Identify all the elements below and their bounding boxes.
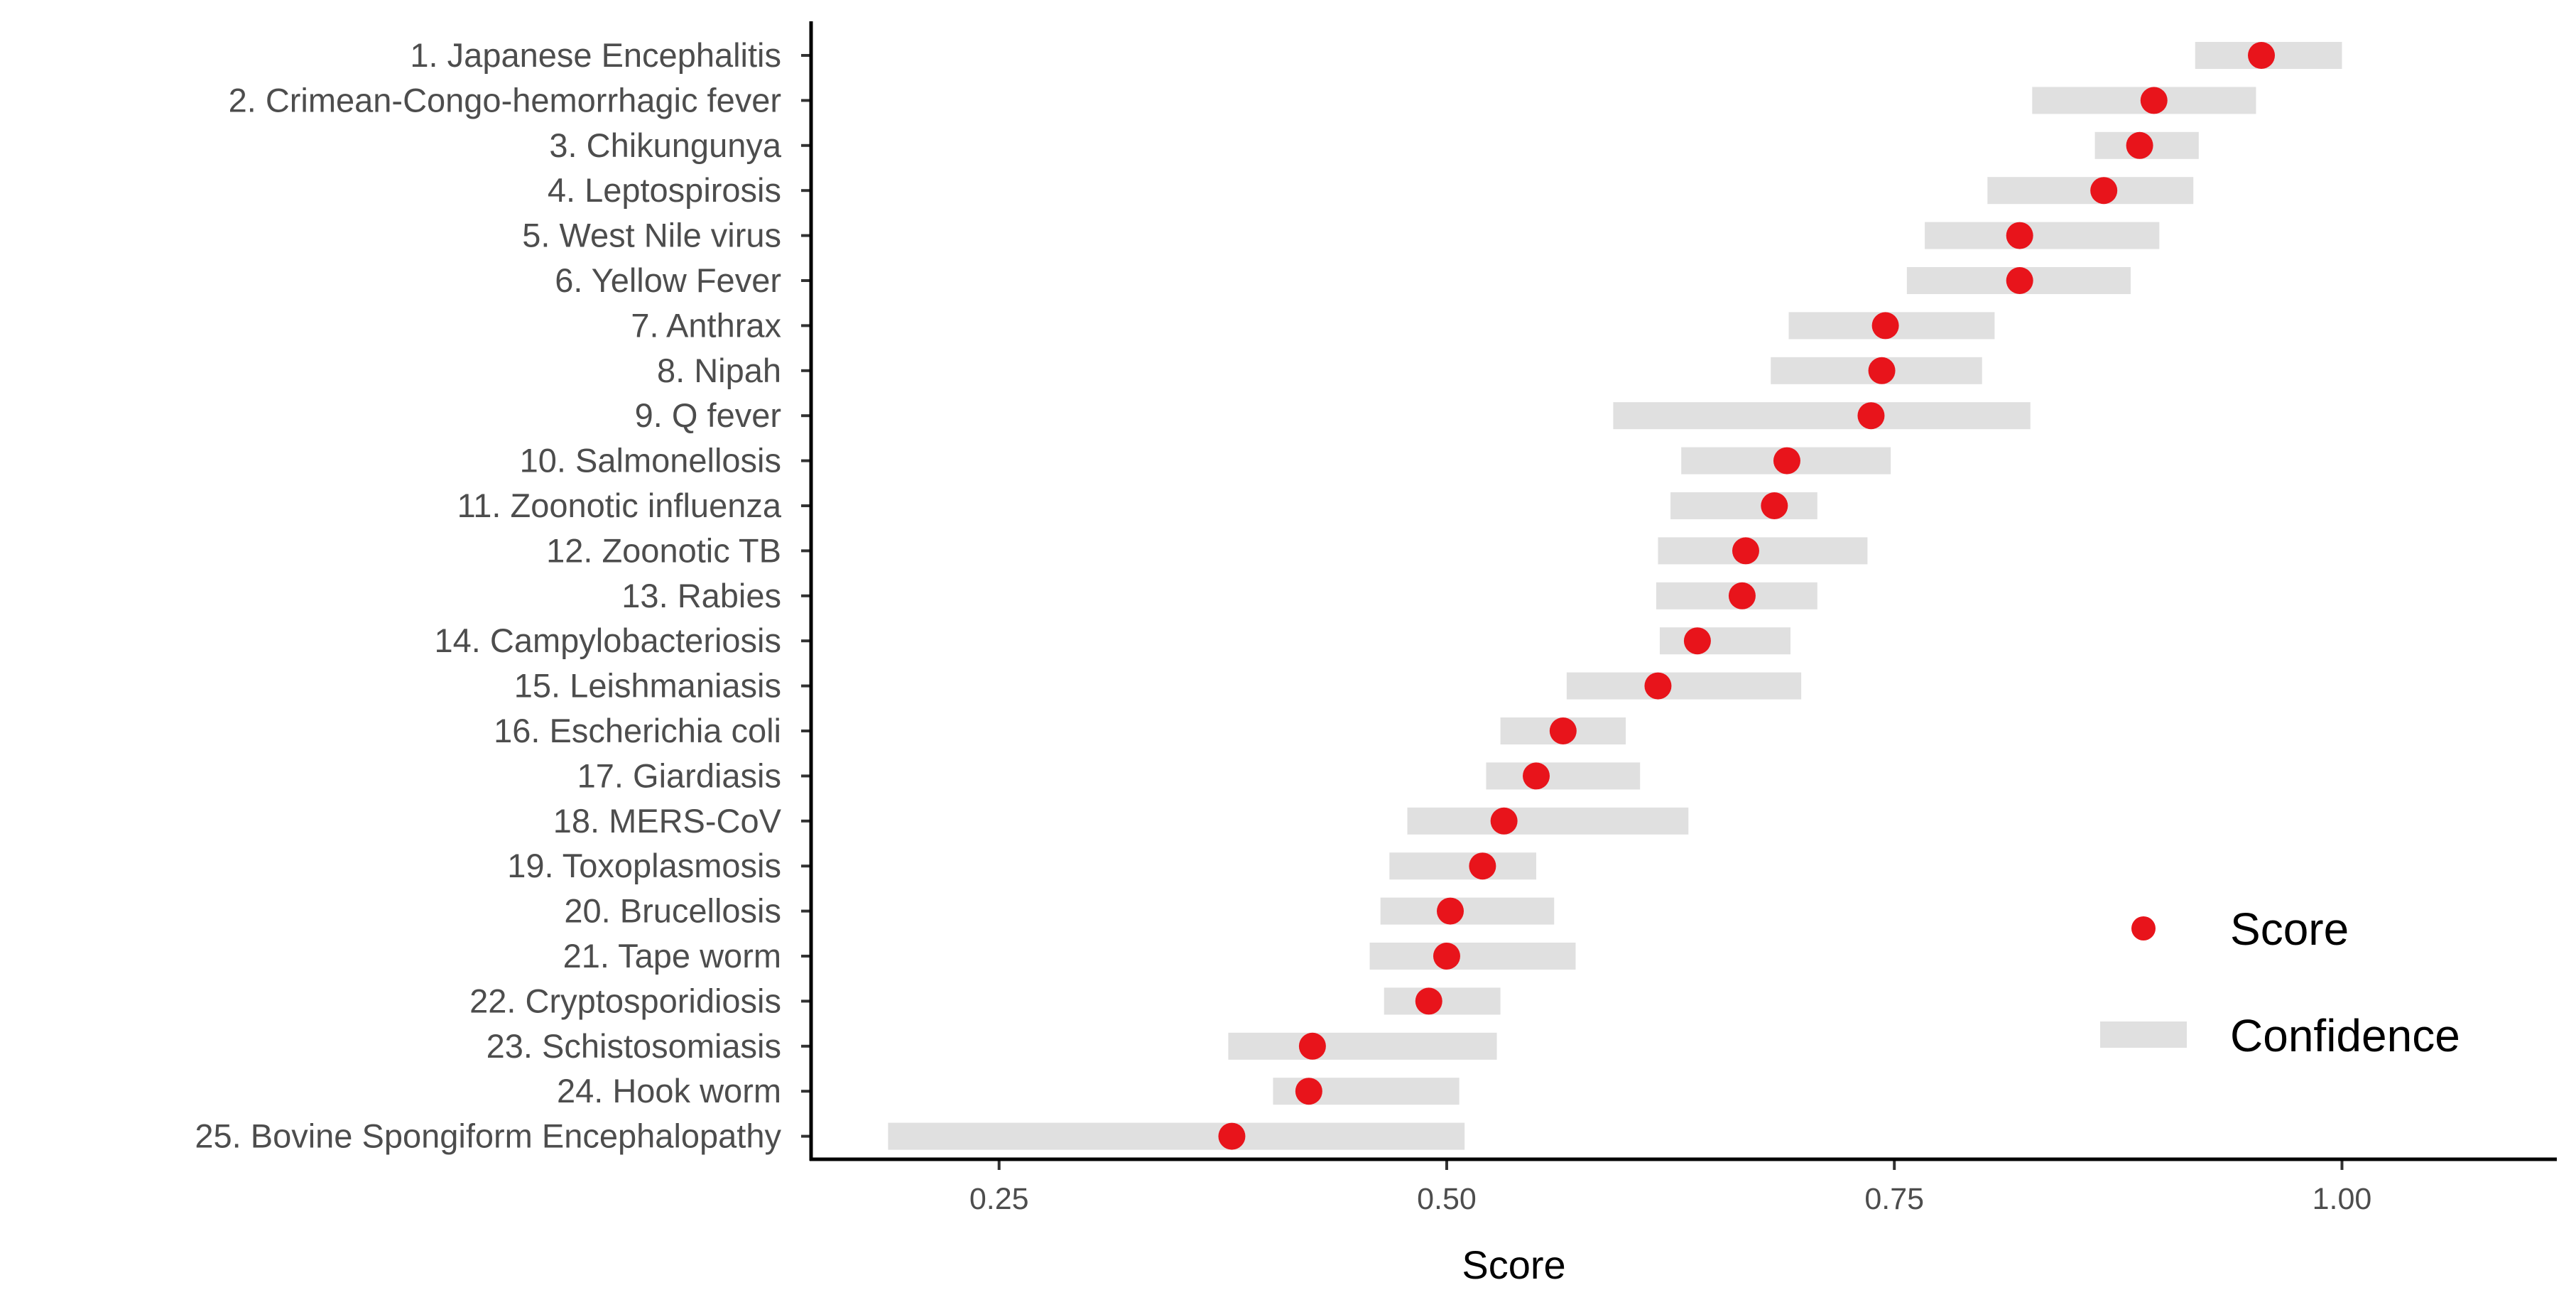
score-point xyxy=(2090,177,2118,205)
category-label: 24. Hook worm xyxy=(557,1072,781,1110)
score-point xyxy=(1295,1078,1322,1105)
score-point xyxy=(1728,582,1756,609)
score-point xyxy=(1871,312,1899,340)
confidence-bar xyxy=(1389,852,1537,880)
legend-score-label: Score xyxy=(2230,904,2349,955)
score-point xyxy=(1218,1122,1246,1150)
category-label: 3. Chikungunya xyxy=(549,126,781,164)
score-point xyxy=(1773,447,1800,475)
category-label: 18. MERS-CoV xyxy=(553,802,782,840)
x-tick-label: 0.75 xyxy=(1864,1182,1924,1216)
category-label: 25. Bovine Spongiform Encephalopathy xyxy=(195,1117,781,1155)
category-label: 2. Crimean-Congo-hemorrhagic fever xyxy=(229,81,781,119)
score-point xyxy=(1415,987,1442,1015)
score-point xyxy=(1433,943,1460,970)
category-label: 1. Japanese Encephalitis xyxy=(410,36,781,74)
x-tick-label: 1.00 xyxy=(2313,1182,2372,1216)
confidence-bar xyxy=(1658,537,1868,565)
score-point xyxy=(1523,762,1550,790)
category-label: 15. Leishmaniasis xyxy=(514,667,781,705)
confidence-bar xyxy=(1380,897,1555,925)
category-label: 10. Salmonellosis xyxy=(520,442,781,479)
score-point xyxy=(2248,42,2276,69)
category-label: 7. Anthrax xyxy=(631,306,781,344)
score-point xyxy=(1644,672,1672,700)
score-point xyxy=(1298,1032,1326,1060)
score-point xyxy=(2006,267,2033,294)
x-axis-title: Score xyxy=(1462,1242,1565,1287)
category-label: 13. Rabies xyxy=(621,577,781,614)
category-label: 19. Toxoplasmosis xyxy=(507,847,781,884)
score-point xyxy=(1732,537,1759,565)
confidence-bar xyxy=(1659,627,1791,655)
category-label: 23. Schistosomiasis xyxy=(487,1027,781,1065)
category-label: 16. Escherichia coli xyxy=(494,712,781,749)
legend-score-marker xyxy=(2131,916,2156,940)
category-label: 20. Brucellosis xyxy=(564,892,781,930)
score-points xyxy=(1218,42,2276,1150)
x-tick-label: 0.50 xyxy=(1417,1182,1477,1216)
confidence-bar xyxy=(1670,492,1817,519)
category-label: 17. Giardiasis xyxy=(577,757,781,794)
category-label: 6. Yellow Fever xyxy=(555,261,781,299)
score-point xyxy=(1857,402,1885,430)
category-label: 11. Zoonotic influenza xyxy=(457,487,782,524)
confidence-bar xyxy=(1369,943,1576,970)
score-point xyxy=(1469,852,1496,880)
category-label: 12. Zoonotic TB xyxy=(546,531,781,569)
category-label: 5. West Nile virus xyxy=(522,217,781,254)
category-label: 9. Q fever xyxy=(635,396,781,434)
score-point xyxy=(1437,897,1464,925)
confidence-bar xyxy=(1613,402,2031,430)
x-tick-label: 0.25 xyxy=(969,1182,1029,1216)
legend-confidence-swatch xyxy=(2100,1021,2187,1048)
confidence-bars xyxy=(888,42,2342,1150)
category-labels: 1. Japanese Encephalitis 2. Crimean-Congo… xyxy=(195,36,782,1155)
category-label: 22. Cryptosporidiosis xyxy=(469,982,781,1019)
score-point xyxy=(1549,717,1577,744)
category-label: 4. Leptospirosis xyxy=(548,171,781,209)
score-point xyxy=(2126,131,2153,159)
confidence-bar xyxy=(1407,807,1689,835)
score-point xyxy=(1683,627,1711,655)
category-label: 21. Tape worm xyxy=(563,937,781,975)
score-point xyxy=(1761,492,1788,519)
score-point xyxy=(2140,87,2168,114)
confidence-bar xyxy=(1925,222,2160,249)
confidence-bar xyxy=(1486,762,1641,790)
score-point xyxy=(1868,357,1896,384)
legend: Score Confidence xyxy=(2100,904,2460,1061)
x-ticks: 0.25 0.50 0.75 1.00 xyxy=(969,1159,2371,1216)
category-label: 14. Campylobacteriosis xyxy=(435,622,782,659)
category-label: 8. Nipah xyxy=(657,352,781,389)
score-point xyxy=(1490,807,1518,835)
confidence-bar xyxy=(888,1122,1465,1150)
confidence-bar xyxy=(1566,672,1802,700)
confidence-bar xyxy=(1228,1032,1497,1060)
legend-confidence-label: Confidence xyxy=(2230,1010,2460,1061)
score-point xyxy=(2006,222,2033,249)
